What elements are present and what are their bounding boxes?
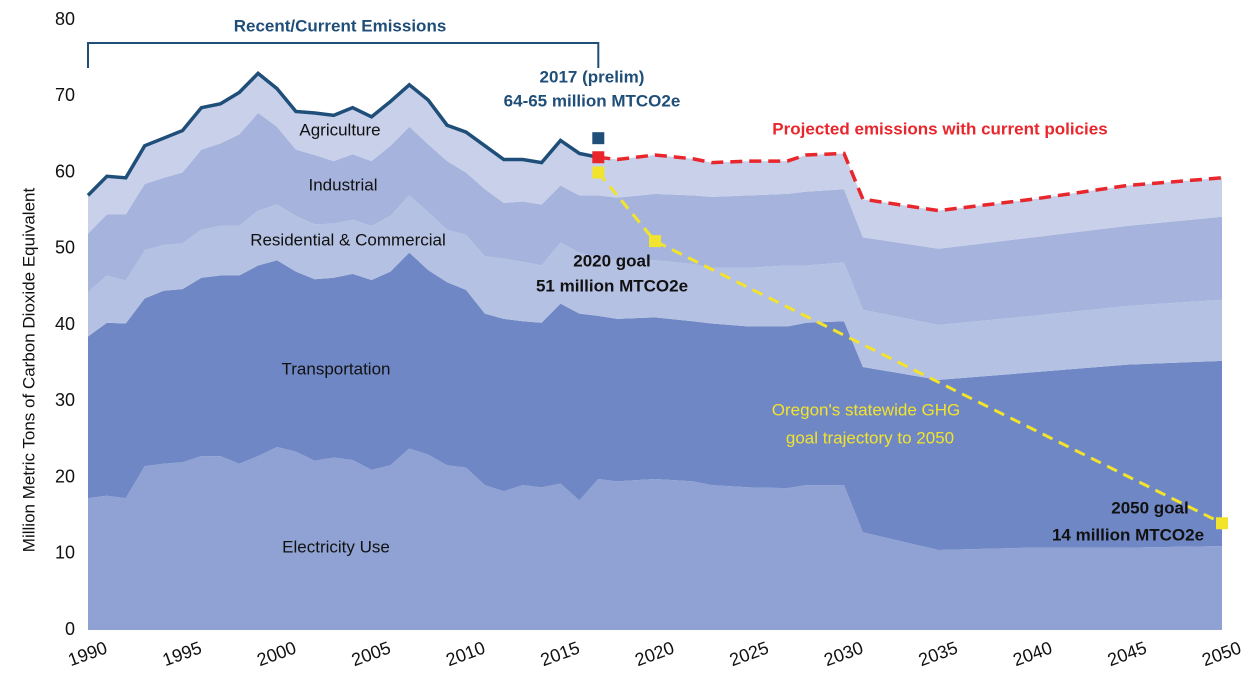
y-tick-label: 30 bbox=[55, 390, 75, 410]
projected-label: Projected emissions with current policie… bbox=[772, 119, 1107, 138]
area bbox=[88, 195, 1222, 380]
area bbox=[88, 252, 1222, 550]
history-outline bbox=[86, 71, 599, 197]
recent-label: Recent/Current Emissions bbox=[234, 16, 447, 35]
goal_2020-label: 51 million MTCO2e bbox=[536, 276, 688, 295]
x-tick-label: 2000 bbox=[254, 638, 298, 670]
x-tick-label: 1990 bbox=[65, 638, 109, 670]
area bbox=[88, 447, 1222, 630]
trajectory-label: Oregon's statewide GHG bbox=[772, 400, 960, 419]
x-tick-label: 2030 bbox=[821, 638, 865, 670]
series-label: Transportation bbox=[282, 359, 391, 378]
x-tick-label: 2045 bbox=[1105, 638, 1149, 670]
y-tick-label: 40 bbox=[55, 314, 75, 334]
x-tick-label: 2010 bbox=[443, 638, 487, 670]
y-tick-label: 0 bbox=[65, 619, 75, 639]
y-tick-label: 10 bbox=[55, 543, 75, 563]
x-tick-label: 2040 bbox=[1010, 638, 1054, 670]
area bbox=[88, 113, 1222, 326]
y-axis-label: Million Metric Tons of Carbon Dioxide Eq… bbox=[19, 188, 38, 553]
x-tick-label: 2015 bbox=[538, 638, 582, 670]
prelim-label: 64-65 million MTCO2e bbox=[504, 91, 681, 110]
goal-point bbox=[649, 235, 661, 248]
series-label: Industrial bbox=[309, 175, 378, 194]
x-tick-label: 1995 bbox=[160, 638, 204, 670]
prelim-point bbox=[592, 132, 605, 145]
x-tick-label: 2050 bbox=[1199, 638, 1243, 670]
goal-line bbox=[597, 171, 1223, 525]
series-label: Agriculture bbox=[299, 120, 380, 139]
goal_2050-label: 14 million MTCO2e bbox=[1052, 525, 1204, 544]
series-label: Electricity Use bbox=[282, 537, 390, 556]
prelim-label: 2017 (prelim) bbox=[540, 67, 645, 86]
y-tick-label: 80 bbox=[55, 9, 75, 29]
x-tick-label: 2025 bbox=[727, 638, 771, 670]
y-tick-label: 60 bbox=[55, 161, 75, 181]
y-tick-label: 50 bbox=[55, 238, 75, 258]
goal_2050-label: 2050 goal bbox=[1111, 498, 1189, 517]
x-tick-label: 2020 bbox=[632, 638, 676, 670]
series-label: Residential & Commercial bbox=[250, 230, 446, 249]
trajectory-label: goal trajectory to 2050 bbox=[786, 428, 954, 447]
goal-point bbox=[1216, 517, 1228, 530]
x-tick-label: 2035 bbox=[916, 638, 960, 670]
goal-point bbox=[592, 166, 605, 179]
projection-outline bbox=[598, 151, 1223, 213]
x-tick-label: 2005 bbox=[349, 638, 393, 670]
goal_2020-label: 2020 goal bbox=[573, 251, 651, 270]
recent-bracket bbox=[87, 42, 600, 68]
projection-start bbox=[592, 151, 605, 164]
y-tick-label: 70 bbox=[55, 85, 75, 105]
y-tick-label: 20 bbox=[55, 466, 75, 486]
